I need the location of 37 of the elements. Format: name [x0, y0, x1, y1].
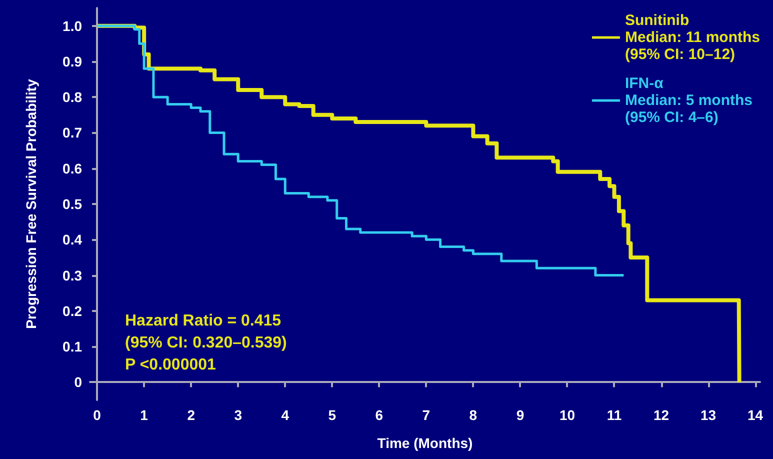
- y-tick-label: 0.4: [62, 232, 82, 248]
- x-tick-label: 12: [653, 407, 670, 423]
- x-tick-label: 9: [516, 407, 524, 423]
- x-axis-title: Time (Months): [377, 435, 473, 451]
- annotation: (95% CI: 10–12): [624, 46, 736, 63]
- annotation: Median: 5 months: [624, 92, 752, 109]
- y-tick-label: 0.2: [62, 302, 82, 319]
- x-tick-label: 2: [187, 407, 196, 423]
- annotation: (95% CI: 4–6): [624, 109, 718, 126]
- annotation: Median: 11 months: [624, 29, 760, 46]
- x-tick-label: 0: [93, 407, 102, 423]
- x-tick-label: 3: [234, 407, 242, 423]
- y-tick-label: 0.8: [62, 89, 82, 106]
- annotation: (95% CI: 0.320–0.539): [125, 334, 287, 352]
- annotation: Hazard Ratio = 0.415: [125, 312, 282, 330]
- x-tick-label: 1: [140, 407, 148, 423]
- y-tick-label: 0.7: [62, 124, 82, 141]
- text: IFN-α: [624, 75, 664, 92]
- y-tick-label: 0.9: [62, 53, 82, 70]
- x-tick-label: 7: [422, 407, 430, 423]
- y-tick-label: 0.5: [62, 196, 82, 212]
- y-tick-label: 1.0: [62, 18, 82, 34]
- x-tick-label: 6: [375, 407, 384, 423]
- x-tick-label: 13: [700, 407, 716, 423]
- x-tick-label: 5: [328, 407, 336, 423]
- y-tick-label: 0.3: [62, 267, 82, 284]
- x-tick-label: 11: [606, 407, 622, 423]
- y-axis-title: Progression Free Survival Probability: [23, 78, 39, 329]
- annotation: P <0.000001: [125, 356, 216, 374]
- y-tick-label: 0.6: [62, 160, 82, 176]
- text: Sunitinib: [624, 12, 690, 29]
- y-tick-label: 0.1: [62, 338, 82, 355]
- x-tick-label: 14: [748, 407, 764, 423]
- x-tick-label: 10: [559, 407, 576, 423]
- x-tick-label: 8: [469, 407, 478, 423]
- x-tick-label: 4: [281, 407, 290, 423]
- y-tick-label: 0: [74, 374, 82, 390]
